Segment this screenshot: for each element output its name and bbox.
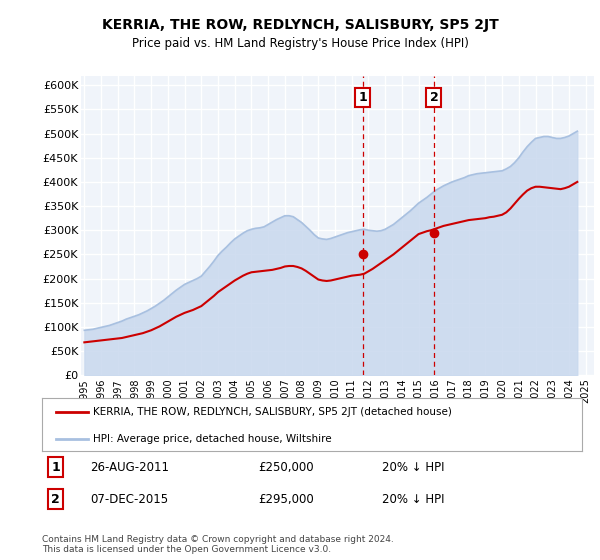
Text: 20% ↓ HPI: 20% ↓ HPI xyxy=(382,493,445,506)
Text: Contains HM Land Registry data © Crown copyright and database right 2024.
This d: Contains HM Land Registry data © Crown c… xyxy=(42,535,394,554)
Text: Price paid vs. HM Land Registry's House Price Index (HPI): Price paid vs. HM Land Registry's House … xyxy=(131,37,469,50)
Text: 26-AUG-2011: 26-AUG-2011 xyxy=(91,461,170,474)
Text: 1: 1 xyxy=(51,461,60,474)
Text: £250,000: £250,000 xyxy=(258,461,314,474)
Text: £295,000: £295,000 xyxy=(258,493,314,506)
Text: 2: 2 xyxy=(430,91,438,104)
Text: KERRIA, THE ROW, REDLYNCH, SALISBURY, SP5 2JT (detached house): KERRIA, THE ROW, REDLYNCH, SALISBURY, SP… xyxy=(94,408,452,418)
Text: KERRIA, THE ROW, REDLYNCH, SALISBURY, SP5 2JT: KERRIA, THE ROW, REDLYNCH, SALISBURY, SP… xyxy=(101,18,499,32)
Text: 1: 1 xyxy=(358,91,367,104)
Text: 07-DEC-2015: 07-DEC-2015 xyxy=(91,493,169,506)
Text: HPI: Average price, detached house, Wiltshire: HPI: Average price, detached house, Wilt… xyxy=(94,434,332,444)
Text: 20% ↓ HPI: 20% ↓ HPI xyxy=(382,461,445,474)
Text: 2: 2 xyxy=(51,493,60,506)
